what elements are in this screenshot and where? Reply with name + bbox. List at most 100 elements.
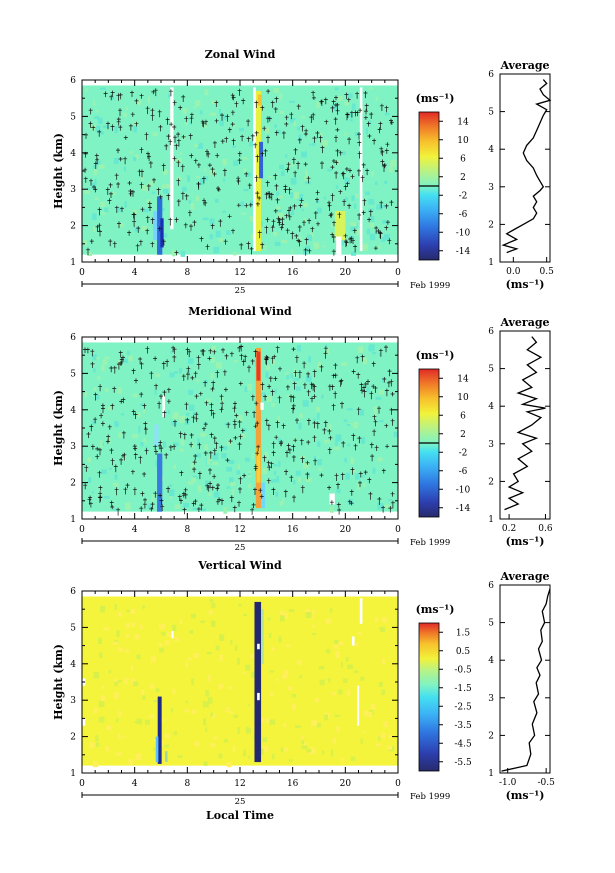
heatmap-cell — [360, 738, 363, 744]
heatmap-cell — [320, 394, 324, 399]
contour-mark — [112, 365, 117, 374]
contour-mark — [97, 223, 102, 231]
contour-mark — [275, 345, 280, 353]
contour-mark — [361, 162, 366, 168]
contour-mark — [136, 226, 141, 233]
heatmap-cell — [187, 175, 191, 182]
profile-title: Average — [499, 59, 549, 72]
heatmap-cell — [206, 458, 210, 465]
contour-mark — [378, 121, 383, 129]
contour-mark — [356, 168, 361, 177]
contour-mark — [373, 419, 378, 427]
heatmap-cell — [222, 158, 227, 165]
contour-mark — [351, 433, 356, 441]
heatmap-feature — [164, 751, 168, 763]
heatmap-cell — [344, 177, 351, 184]
heatmap-cell — [283, 723, 287, 728]
heatmap-cell — [197, 144, 203, 149]
contour-mark — [197, 471, 202, 480]
contour-mark — [297, 239, 302, 247]
heatmap-cell — [348, 499, 353, 505]
contour-mark — [225, 458, 230, 463]
heatmap-cell — [184, 418, 190, 425]
heatmap-cell — [246, 172, 252, 177]
contour-mark — [365, 168, 370, 176]
contour-mark — [304, 128, 309, 135]
heatmap-cell — [277, 129, 281, 135]
contour-mark — [327, 447, 332, 455]
contour-mark — [123, 135, 128, 140]
heatmap-cell — [225, 230, 231, 235]
heatmap-cell — [160, 740, 164, 747]
heatmap-cell — [104, 207, 109, 213]
contour-mark — [215, 499, 220, 505]
heatmap-cell — [289, 118, 296, 123]
heatmap-cell — [313, 242, 320, 250]
heatmap-cell — [279, 164, 285, 170]
heatmap-cell — [324, 439, 330, 444]
contour-mark — [125, 483, 130, 489]
y-tick-label: 1 — [70, 258, 76, 268]
heatmap-cell — [114, 691, 119, 699]
contour-mark — [347, 137, 352, 145]
heatmap-cell — [384, 234, 390, 240]
heatmap-cell — [125, 106, 129, 111]
heatmap-cell — [305, 245, 310, 252]
heatmap-cell — [370, 171, 374, 177]
heatmap-cell — [340, 661, 344, 668]
heatmap-cell — [124, 201, 127, 208]
contour-mark — [139, 361, 144, 370]
heatmap-cell — [275, 206, 282, 210]
contour-mark — [172, 125, 177, 130]
heatmap-cell — [283, 670, 289, 676]
heatmap-cell — [142, 208, 149, 213]
contour-mark — [227, 214, 232, 219]
contour-mark — [309, 115, 314, 123]
x-tick-label: 0 — [79, 268, 85, 278]
contour-mark — [387, 369, 392, 377]
heatmap-cell — [316, 412, 320, 420]
colorbar-tick-label: -10 — [456, 485, 471, 495]
heatmap-cell — [237, 464, 241, 469]
contour-mark — [327, 203, 332, 211]
heatmap-cell — [215, 198, 219, 203]
contour-mark — [189, 224, 193, 231]
contour-mark — [368, 209, 373, 217]
profile-x-tick-label: 0.2 — [502, 524, 516, 534]
heatmap-cell — [354, 132, 359, 137]
heatmap-cell — [118, 734, 121, 739]
heatmap-cell — [335, 651, 340, 659]
heatmap-cell — [303, 462, 309, 469]
heatmap-cell — [208, 492, 212, 496]
heatmap-cell — [143, 410, 146, 414]
contour-mark — [377, 497, 382, 505]
contour-mark — [336, 502, 341, 508]
y-tick-label: 5 — [70, 112, 76, 122]
contour-mark — [291, 403, 296, 411]
contour-mark — [266, 135, 270, 144]
contour-mark — [189, 153, 194, 159]
heatmap-cell — [134, 121, 138, 128]
contour-mark — [303, 247, 308, 256]
heatmap-cell — [243, 613, 247, 616]
contour-mark — [280, 217, 285, 225]
heatmap-cell — [129, 151, 133, 154]
heatmap-cell — [117, 207, 123, 213]
heatmap-cell — [190, 202, 195, 210]
heatmap-cell — [311, 632, 316, 635]
contour-mark — [204, 400, 209, 406]
heatmap-cell — [211, 345, 216, 353]
heatmap-cell — [188, 404, 195, 411]
profile-y-tick-label: 2 — [488, 477, 494, 487]
contour-mark — [266, 423, 271, 431]
profile-y-tick-label: 3 — [488, 694, 494, 704]
contour-mark — [154, 449, 158, 455]
contour-mark — [279, 225, 284, 231]
y-tick-label: 5 — [70, 623, 76, 633]
heatmap-cell — [372, 406, 377, 411]
heatmap-cell — [203, 422, 208, 425]
y-tick-label: 4 — [70, 660, 76, 670]
heatmap-cell — [277, 416, 280, 423]
contour-mark — [215, 486, 220, 492]
heatmap-cell — [125, 622, 130, 629]
